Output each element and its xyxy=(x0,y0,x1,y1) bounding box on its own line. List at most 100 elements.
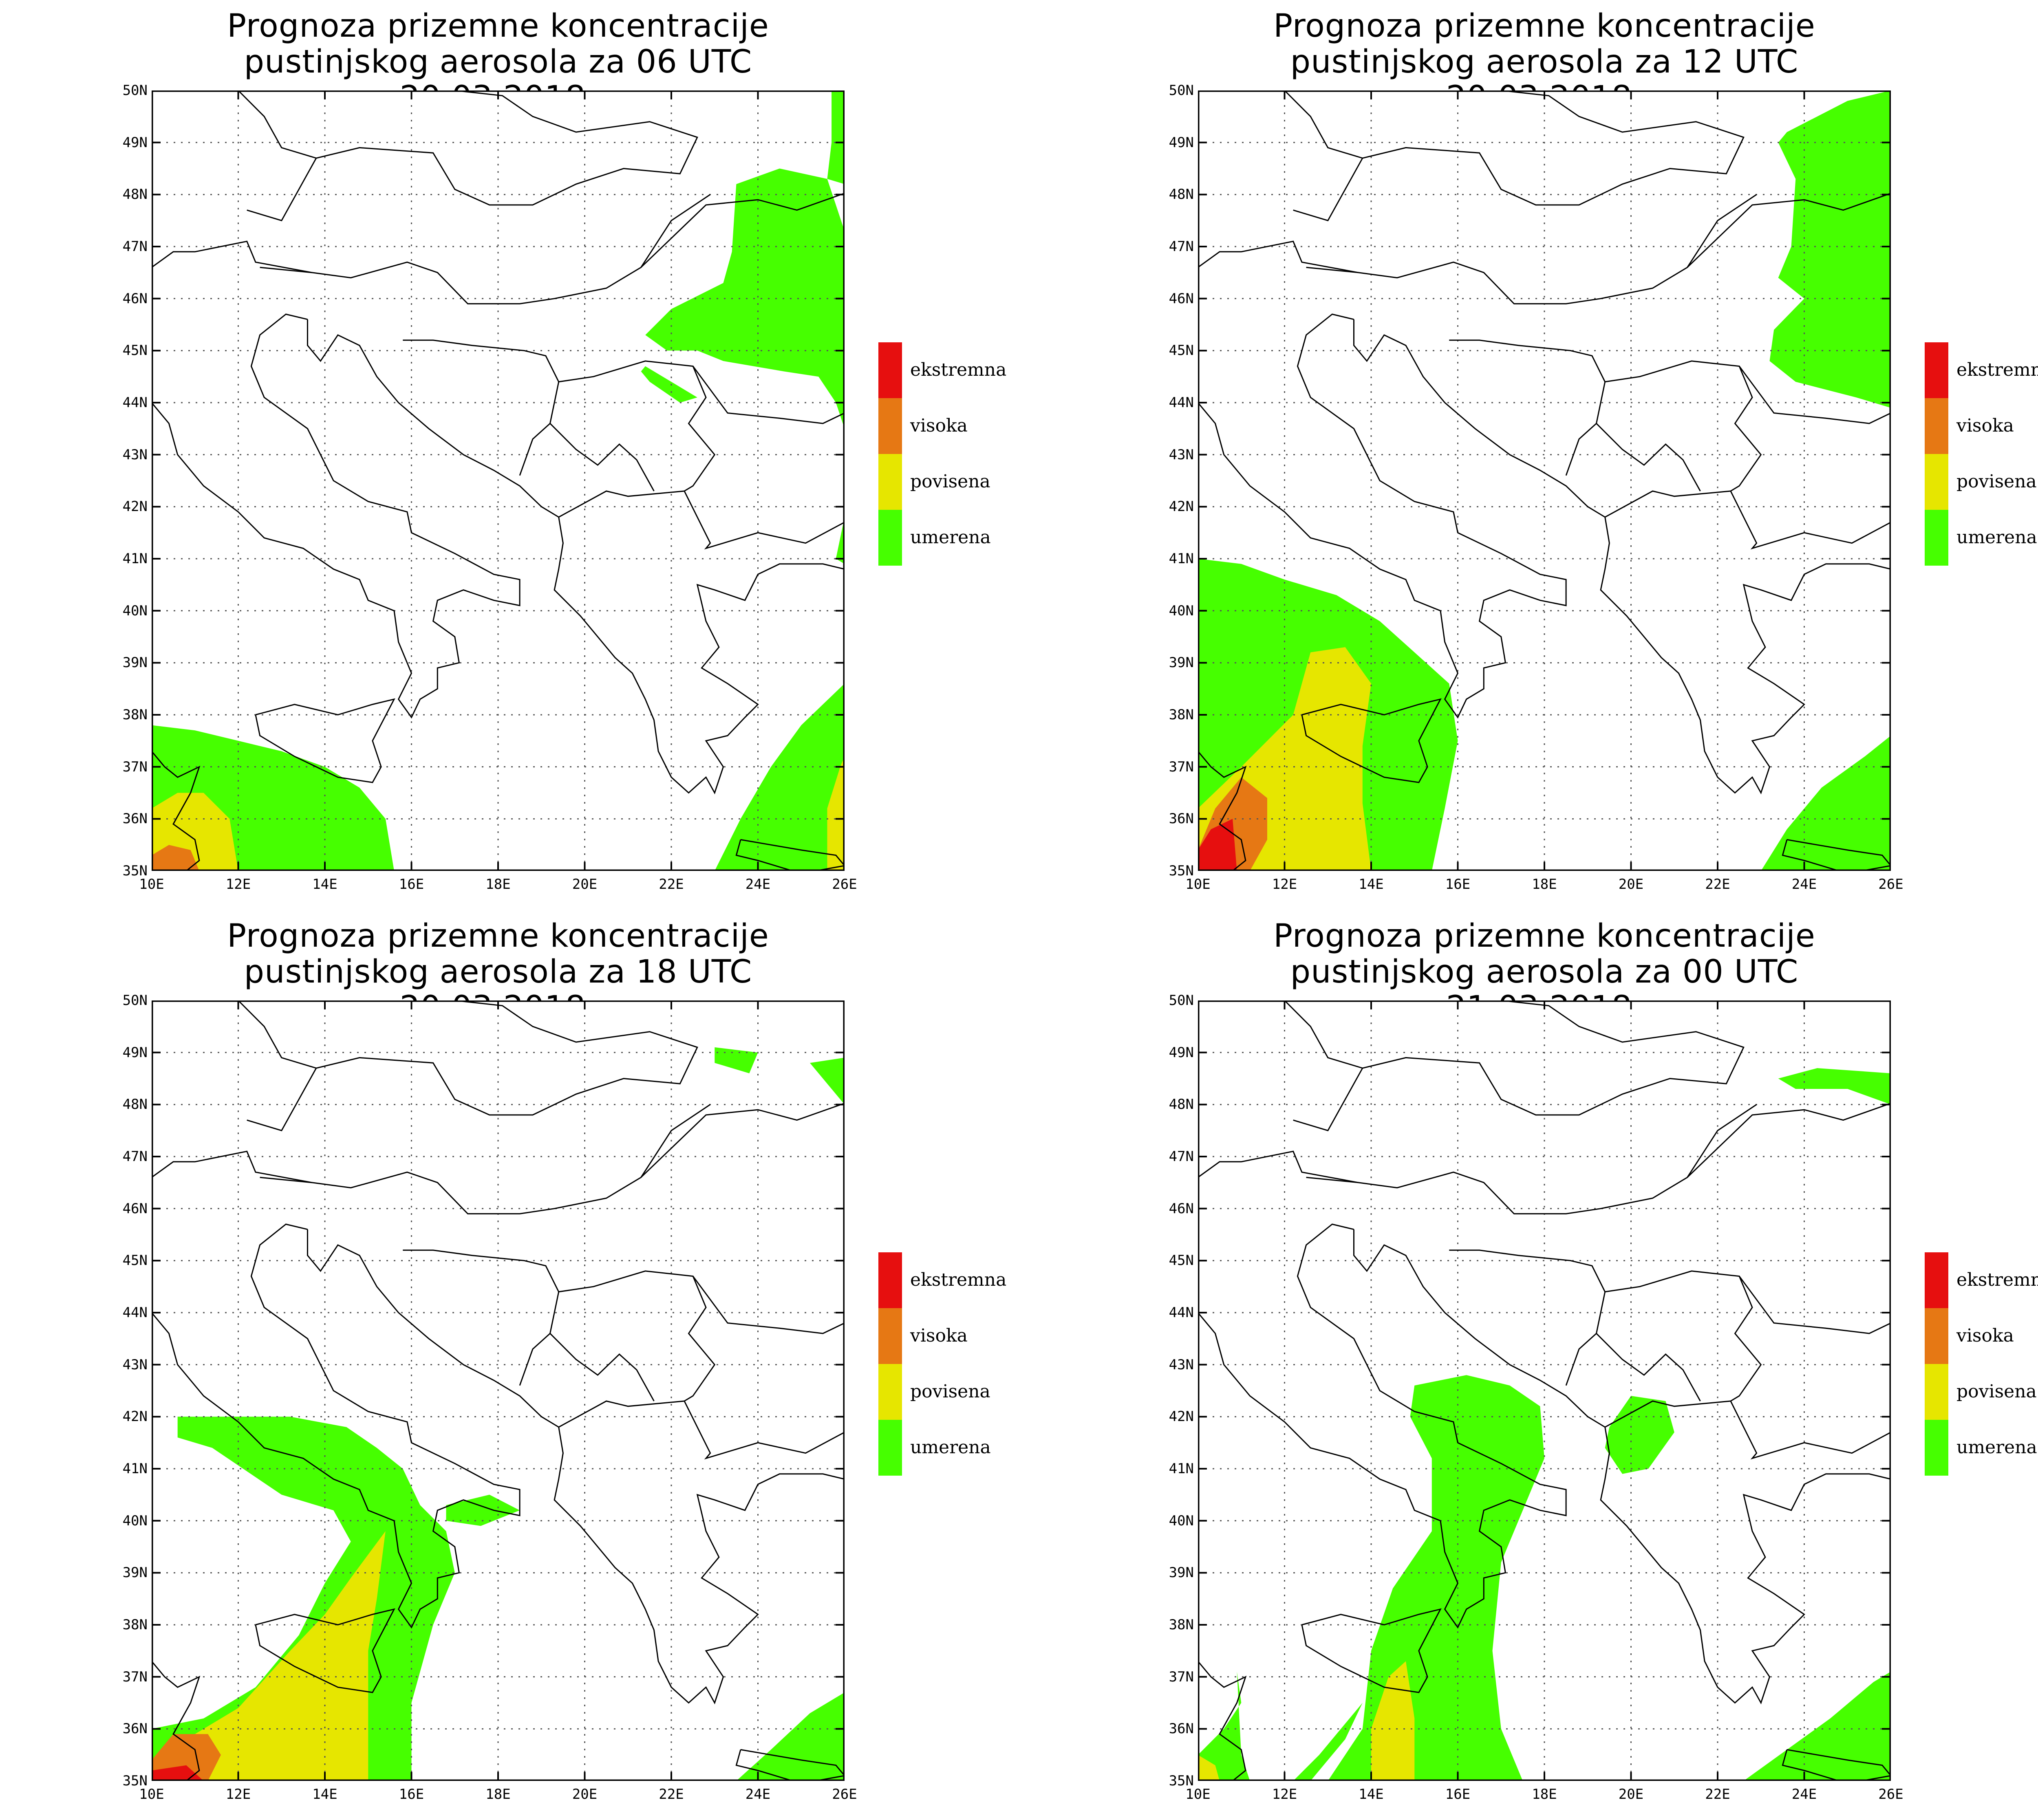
coastline xyxy=(1306,1104,1757,1214)
lat-label: 46N xyxy=(122,1200,148,1217)
aerosol-region xyxy=(827,756,845,871)
aerosol-region xyxy=(1371,1661,1415,1781)
lon-label: 24E xyxy=(1791,876,1817,892)
lat-label: 35N xyxy=(1169,1773,1194,1789)
lat-label: 42N xyxy=(122,1408,148,1425)
aerosol-region xyxy=(1778,1068,1891,1105)
coastline xyxy=(1782,839,1891,871)
legend-label: umerena xyxy=(910,527,991,548)
aerosol-region xyxy=(1198,819,1237,871)
forecast-panel-0: Prognoza prizemne koncentracije pustinjs… xyxy=(0,0,1046,910)
lat-label: 36N xyxy=(122,811,148,827)
coastline xyxy=(152,1223,521,1629)
lat-label: 50N xyxy=(122,992,148,1009)
legend-label: ekstremna xyxy=(1956,1269,2038,1290)
coastline xyxy=(735,1749,845,1781)
coastline xyxy=(238,90,317,159)
coastline xyxy=(1301,1608,1442,1693)
coastline xyxy=(1198,1661,1247,1781)
coastline xyxy=(558,1270,716,1402)
aerosol-region xyxy=(152,845,199,871)
lon-label: 16E xyxy=(1445,1786,1471,1802)
lon-label: 12E xyxy=(225,876,251,892)
lat-label: 35N xyxy=(122,1773,148,1789)
lat-label: 50N xyxy=(1169,992,1194,1009)
coastline xyxy=(1605,360,1762,492)
legend-swatch xyxy=(1925,342,1948,398)
legend-label: ekstremna xyxy=(1956,359,2038,380)
aerosol-region xyxy=(1769,90,1891,408)
lat-label: 44N xyxy=(1169,394,1194,411)
title-line-1: Prognoza prizemne koncentracije xyxy=(1273,8,1815,44)
coastline xyxy=(1198,1223,1567,1629)
lon-label: 10E xyxy=(1185,1786,1211,1802)
lat-label: 48N xyxy=(122,1096,148,1113)
coastline xyxy=(1306,194,1757,304)
legend-swatch xyxy=(878,398,902,454)
coastline xyxy=(1449,1249,1606,1386)
lat-label: 37N xyxy=(1169,758,1194,775)
forecast-panel-2: Prognoza prizemne koncentracije pustinjs… xyxy=(0,910,1046,1820)
coastline xyxy=(255,698,395,783)
coastline xyxy=(549,1333,655,1401)
lon-label: 10E xyxy=(139,876,164,892)
lat-label: 49N xyxy=(1169,134,1194,151)
aerosol-region xyxy=(715,1047,758,1073)
lat-label: 41N xyxy=(1169,551,1194,567)
coastline xyxy=(558,360,716,492)
lat-label: 44N xyxy=(1169,1304,1194,1321)
forecast-map xyxy=(1198,1000,1891,1781)
coastline xyxy=(1293,1000,1745,1131)
lat-label: 49N xyxy=(1169,1044,1194,1061)
lon-label: 26E xyxy=(1878,1786,1903,1802)
lat-label: 50N xyxy=(1169,82,1194,99)
coastline xyxy=(692,1276,845,1334)
coastline xyxy=(1738,1276,1891,1334)
lon-label: 26E xyxy=(832,876,857,892)
coastline xyxy=(247,90,698,221)
lon-label: 16E xyxy=(1445,876,1471,892)
lon-label: 20E xyxy=(1618,876,1644,892)
aerosol-region xyxy=(1328,1375,1544,1781)
lat-label: 45N xyxy=(122,342,148,359)
aerosol-region xyxy=(1761,736,1891,871)
lat-label: 47N xyxy=(1169,1148,1194,1165)
coastline xyxy=(152,313,521,719)
coastline xyxy=(152,240,312,273)
lat-label: 45N xyxy=(1169,1252,1194,1269)
legend-label: visoka xyxy=(1956,1325,2014,1346)
lat-label: 42N xyxy=(122,498,148,515)
lat-label: 49N xyxy=(122,134,148,151)
lon-label: 14E xyxy=(1359,1786,1384,1802)
aerosol-region xyxy=(810,1058,845,1105)
lat-label: 45N xyxy=(1169,342,1194,359)
lat-label: 40N xyxy=(122,602,148,619)
aerosol-region xyxy=(152,1417,455,1781)
lat-label: 38N xyxy=(1169,1617,1194,1633)
lat-label: 47N xyxy=(122,238,148,255)
aerosol-region xyxy=(715,683,845,871)
lat-label: 37N xyxy=(1169,1668,1194,1685)
lat-label: 43N xyxy=(1169,1356,1194,1373)
lat-label: 44N xyxy=(122,394,148,411)
legend-swatch xyxy=(878,454,902,510)
legend-swatch xyxy=(1925,1308,1948,1364)
lon-label: 22E xyxy=(659,876,684,892)
forecast-map xyxy=(1198,90,1891,871)
lat-label: 48N xyxy=(122,186,148,203)
lon-label: 20E xyxy=(572,876,598,892)
lat-label: 40N xyxy=(1169,602,1194,619)
coastline xyxy=(1198,240,1359,273)
aerosol-region xyxy=(641,366,697,403)
lat-label: 43N xyxy=(122,1356,148,1373)
coastline xyxy=(549,423,655,491)
lon-label: 18E xyxy=(1532,876,1557,892)
coastline xyxy=(1198,751,1247,871)
legend-swatch xyxy=(878,1364,902,1420)
legend-swatch xyxy=(878,510,902,566)
coastline xyxy=(307,1229,845,1705)
aerosol-region xyxy=(1198,1755,1220,1781)
aerosol-region xyxy=(152,1531,386,1781)
lon-label: 18E xyxy=(485,1786,511,1802)
lat-label: 41N xyxy=(122,1461,148,1477)
